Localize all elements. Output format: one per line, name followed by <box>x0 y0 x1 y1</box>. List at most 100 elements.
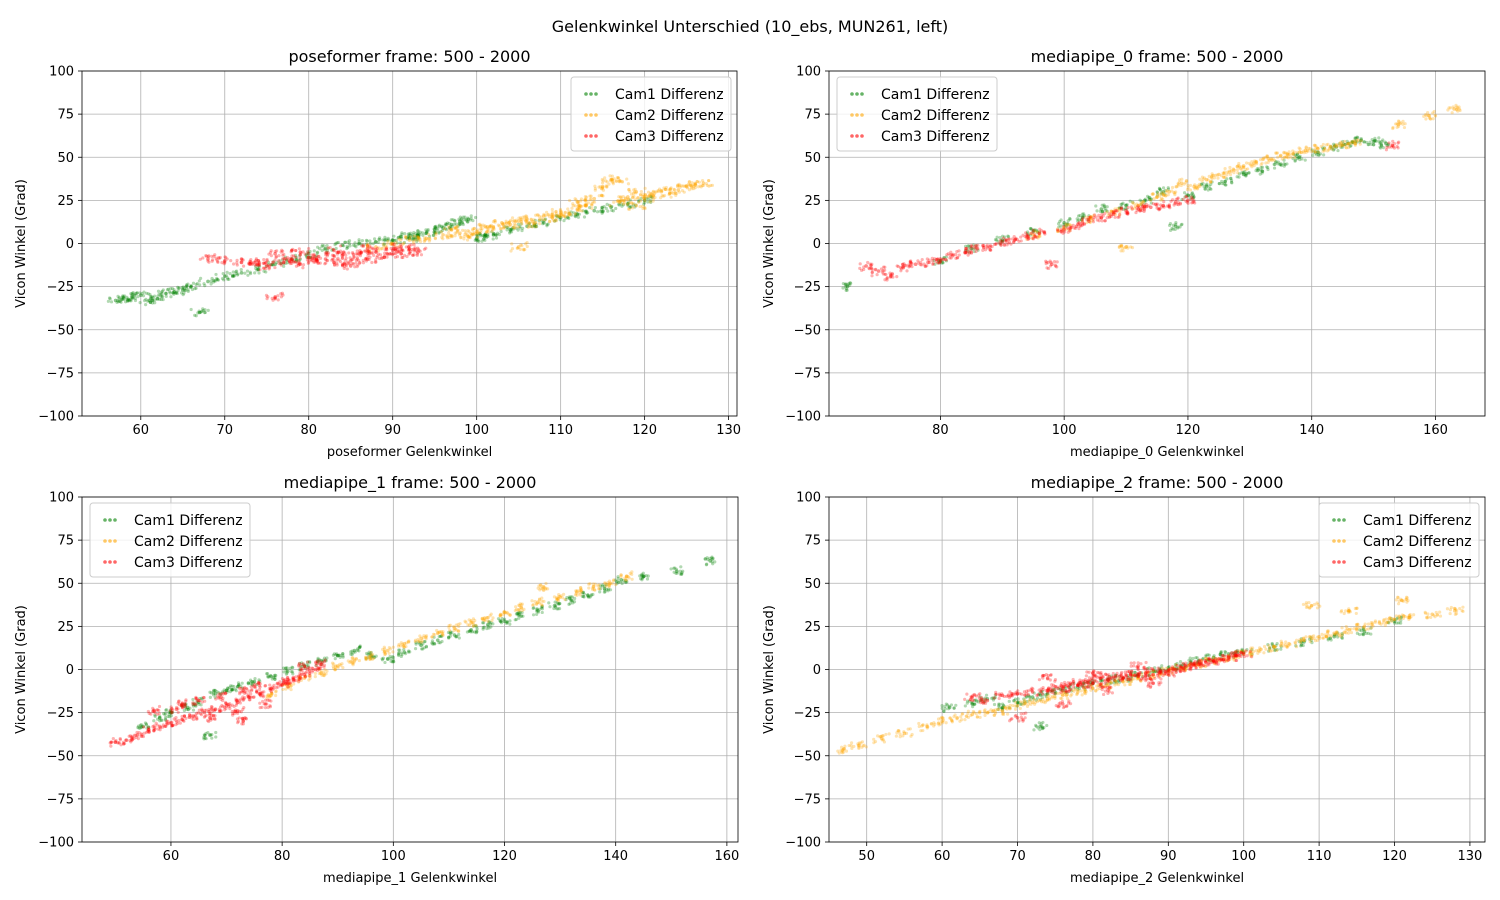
data-point <box>861 744 865 748</box>
data-point <box>344 253 348 257</box>
data-point <box>350 261 355 266</box>
data-point <box>130 291 134 296</box>
data-point <box>494 233 498 237</box>
data-point <box>494 233 498 237</box>
data-point <box>348 244 352 248</box>
series-cam1 <box>106 194 654 318</box>
data-point <box>1130 246 1135 250</box>
data-point <box>236 681 241 685</box>
data-point <box>450 235 454 239</box>
data-point <box>209 704 214 709</box>
data-point <box>289 257 293 261</box>
legend-marker <box>855 92 859 96</box>
data-point <box>469 214 473 218</box>
data-point <box>1184 199 1188 203</box>
data-point <box>643 186 647 190</box>
data-point <box>278 259 282 263</box>
data-point <box>398 234 402 238</box>
data-point <box>631 203 635 207</box>
data-point <box>1424 117 1428 121</box>
data-point <box>425 230 429 235</box>
data-point <box>440 224 444 228</box>
data-point <box>456 224 460 228</box>
data-point <box>1223 650 1227 654</box>
data-point <box>279 295 283 299</box>
data-point <box>591 582 595 586</box>
data-point <box>229 259 233 263</box>
data-point <box>274 673 278 678</box>
data-point <box>306 660 310 664</box>
data-point <box>178 721 182 725</box>
data-point <box>561 214 566 218</box>
data-point <box>424 231 429 235</box>
data-point <box>265 672 269 676</box>
data-point <box>558 215 562 220</box>
data-point <box>319 672 323 676</box>
data-point <box>443 227 447 231</box>
data-point <box>165 722 169 726</box>
data-point <box>985 245 989 249</box>
data-point <box>475 238 479 242</box>
data-point <box>1176 196 1180 200</box>
data-point <box>174 291 178 295</box>
data-point <box>466 217 471 222</box>
data-point <box>1258 172 1262 176</box>
data-point <box>1276 160 1280 164</box>
data-point <box>502 609 506 613</box>
data-point <box>332 262 337 266</box>
data-point <box>318 666 322 670</box>
data-point <box>408 235 412 239</box>
data-point <box>637 198 641 203</box>
data-point <box>956 255 960 260</box>
data-point <box>264 270 268 274</box>
data-point <box>541 222 545 226</box>
data-point <box>406 640 410 644</box>
data-point <box>367 249 371 253</box>
data-point <box>674 567 678 571</box>
data-point <box>408 233 412 237</box>
data-point <box>1025 233 1029 237</box>
data-point <box>879 734 883 739</box>
data-point <box>569 210 573 214</box>
data-point <box>163 711 168 715</box>
data-point <box>399 252 404 256</box>
data-point <box>340 256 345 260</box>
data-point <box>440 235 444 239</box>
data-point <box>566 214 571 218</box>
data-point <box>357 238 361 242</box>
data-point <box>256 266 260 270</box>
data-point <box>518 224 522 229</box>
data-point <box>175 705 179 710</box>
data-point <box>387 651 391 655</box>
data-point <box>418 634 422 638</box>
data-point <box>157 292 161 296</box>
data-point <box>119 300 123 304</box>
data-point <box>1433 113 1437 117</box>
data-point <box>598 590 602 594</box>
data-point <box>515 246 519 250</box>
data-point <box>115 300 119 304</box>
data-point <box>378 236 382 240</box>
data-point <box>423 639 427 644</box>
data-point <box>399 236 404 240</box>
data-point <box>475 231 480 235</box>
data-point <box>338 260 343 264</box>
data-point <box>271 685 275 689</box>
data-point <box>410 238 415 242</box>
data-point <box>292 259 296 263</box>
data-point <box>333 243 337 247</box>
data-point <box>509 227 513 231</box>
data-point <box>466 220 470 224</box>
data-point <box>516 222 520 226</box>
data-point <box>596 584 600 588</box>
data-point <box>342 266 346 271</box>
data-point <box>343 240 347 244</box>
legend-marker <box>850 134 854 138</box>
x-tick-label: 60 <box>133 423 150 438</box>
data-point <box>483 224 487 229</box>
data-point <box>1207 653 1211 657</box>
data-point <box>1152 197 1156 201</box>
data-point <box>943 707 947 711</box>
data-point <box>844 286 849 291</box>
data-point <box>471 232 476 237</box>
